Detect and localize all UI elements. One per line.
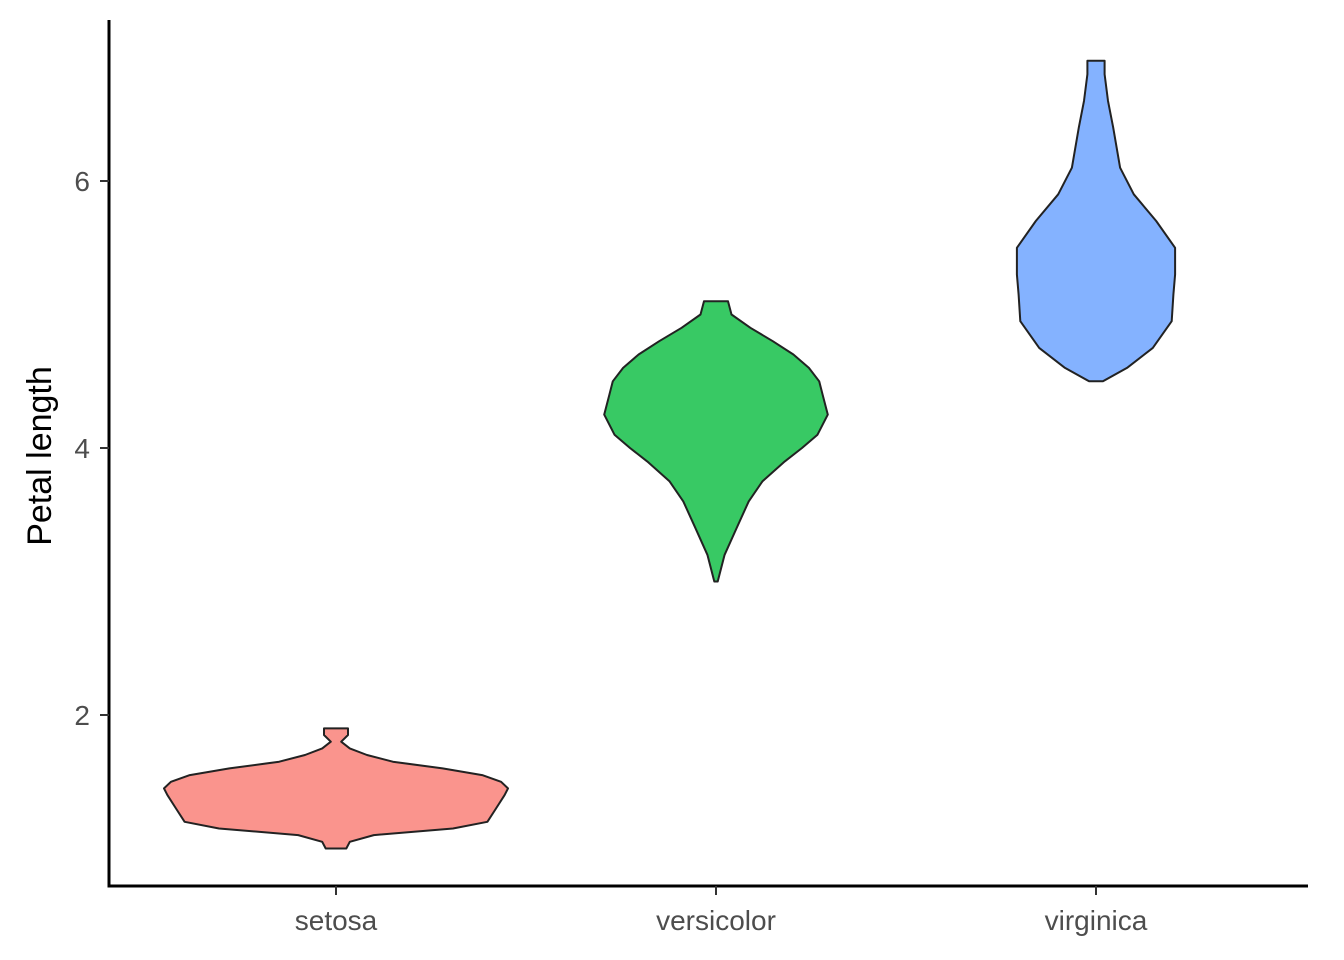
- x-tick-label-virginica: virginica: [1045, 905, 1148, 936]
- violin-virginica: [1015, 59, 1177, 383]
- axes-layer: [107, 20, 1308, 888]
- y-ticks: 2 4 6: [74, 166, 109, 731]
- x-tick-label-setosa: setosa: [295, 905, 378, 936]
- violin-setosa: [163, 727, 509, 850]
- x-tick-label-versicolor: versicolor: [656, 905, 776, 936]
- x-ticks: setosa versicolor virginica: [295, 886, 1148, 936]
- y-axis-title: Petal length: [21, 366, 59, 546]
- y-tick-label: 6: [74, 166, 90, 197]
- violin-versicolor: [603, 300, 829, 583]
- y-tick-label: 2: [74, 700, 90, 731]
- violins-layer: [163, 59, 1177, 850]
- y-tick-label: 4: [74, 433, 90, 464]
